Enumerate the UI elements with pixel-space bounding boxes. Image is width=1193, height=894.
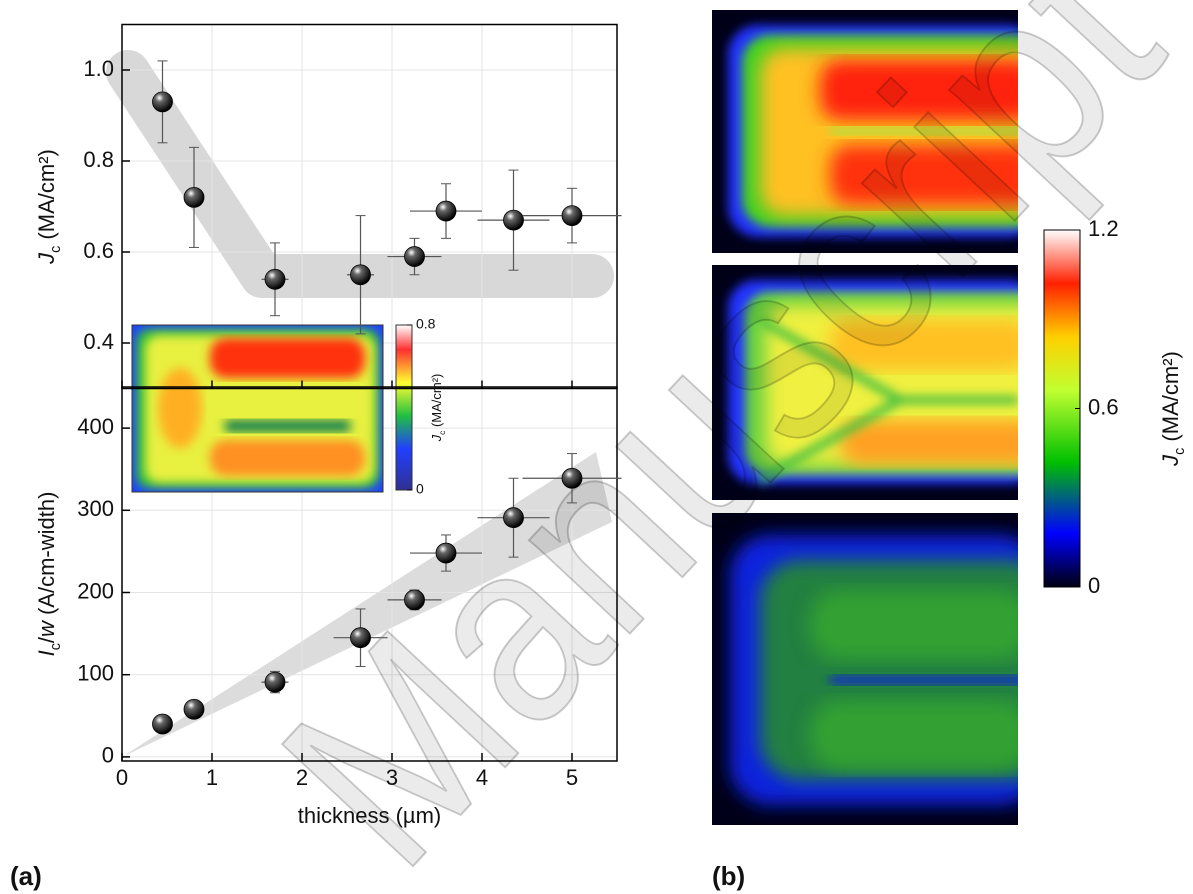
x-tick-label: 4 [476, 765, 488, 790]
y-tick-label: 200 [77, 578, 114, 603]
y-tick-label: 0.8 [83, 147, 114, 172]
x-tick-label: 3 [386, 765, 398, 790]
data-point [153, 714, 173, 734]
axis-label-part: c [48, 643, 64, 650]
axis-label: Jc (MA/cm²) [34, 149, 64, 265]
x-tick-label: 0 [116, 765, 128, 790]
axis-label-part: (MA/cm²) [34, 149, 59, 246]
data-point [265, 269, 285, 289]
colorbar-tick-label: 0 [1088, 573, 1100, 598]
y-tick-label: 1.0 [83, 56, 114, 81]
axis-label-part: (MA/cm²) [429, 374, 444, 431]
data-point [504, 508, 524, 528]
y-tick-label: 100 [77, 661, 114, 686]
axis-label: Ic/w (A/cm-width) [34, 492, 64, 657]
axis-label-part: (A/cm-width) [34, 492, 59, 622]
y-tick-label: 300 [77, 496, 114, 521]
data-point [504, 210, 524, 230]
data-point [351, 265, 371, 285]
colorbar-tick-label: 0.6 [1088, 394, 1119, 419]
data-point [405, 247, 425, 267]
colorbar-tick-label: 1.2 [1088, 216, 1119, 241]
data-point [184, 699, 204, 719]
data-point [562, 206, 582, 226]
x-tick-label: 1 [206, 765, 218, 790]
data-point [265, 672, 285, 692]
x-axis-label: thickness (µm) [298, 803, 441, 828]
x-tick-label: 2 [296, 765, 308, 790]
axis-label-part: c [1172, 448, 1188, 455]
y-tick-label: 400 [77, 414, 114, 439]
data-point [351, 628, 371, 648]
panel-label: (a) [10, 861, 42, 891]
data-point [153, 92, 173, 112]
data-point [184, 187, 204, 207]
axis-label: Jc (MA/cm²) [429, 374, 447, 443]
axis-label: Jc (MA/cm²) [1158, 351, 1188, 467]
data-point [436, 201, 456, 221]
panel-label: (b) [712, 861, 745, 891]
colorbar [1044, 230, 1080, 587]
data-point [436, 543, 456, 563]
y-tick-label: 0.4 [83, 329, 114, 354]
data-point [405, 590, 425, 610]
axis-label-part: c [48, 246, 64, 253]
y-tick-label: 0 [102, 743, 114, 768]
data-point [562, 468, 582, 488]
colorbar-tick-label: 0.8 [416, 316, 436, 332]
colorbar-tick-label: 0 [416, 481, 424, 497]
figure: (a) (b) Manuscript 0.40.60.81.0Jc (MA/cm… [0, 0, 1193, 894]
inset-colorbar [396, 325, 412, 490]
axis-label-part: (MA/cm²) [1158, 351, 1183, 448]
x-tick-label: 5 [566, 765, 578, 790]
y-tick-label: 0.6 [83, 238, 114, 263]
inset-heatmap [132, 325, 383, 492]
